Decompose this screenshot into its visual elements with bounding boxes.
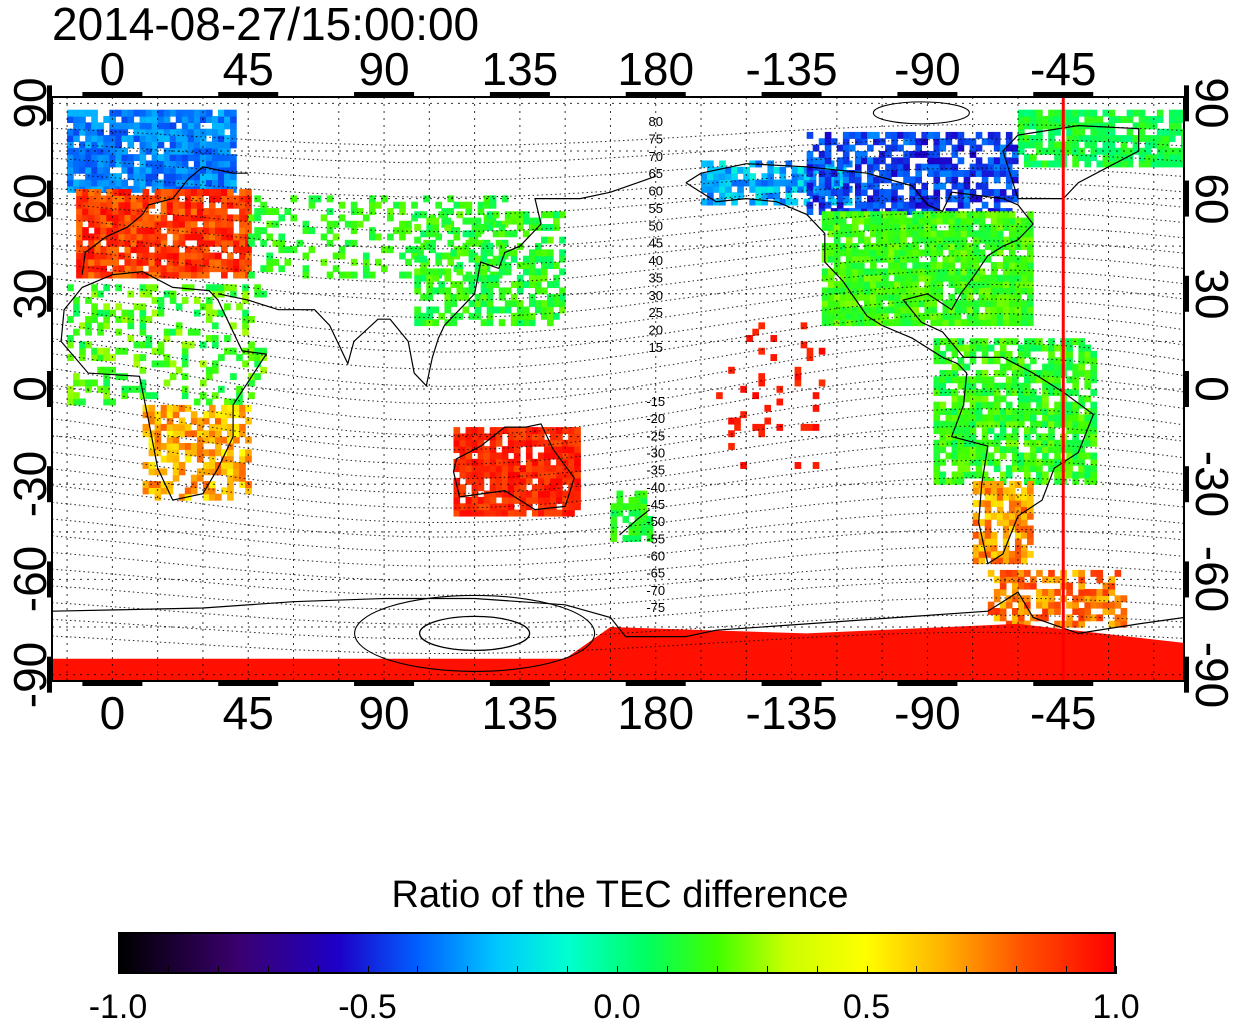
colorbar-minor-tick (866, 966, 868, 974)
bottom-lon-tick-label: 135 (481, 687, 559, 739)
bottom-lon-tick-label: -90 (894, 687, 961, 739)
top-lon-tick-label: 180 (617, 43, 695, 95)
tec-map: 80 75 70 65 60 55 50 45 40 35 30 25 20 15 -15 -20 -25 -30… (47, 85, 1189, 693)
maglat-label-south: -25 (646, 428, 665, 443)
left-lat-tick-label: 60 (4, 172, 56, 225)
bottom-lon-tick-label: -45 (1030, 687, 1097, 739)
bottom-lon-tick-label: -135 (745, 687, 838, 739)
left-lat-tick-label: -60 (4, 546, 56, 613)
maglat-label-north: 35 (648, 270, 662, 285)
colorbar-tick-label: 0.5 (842, 988, 891, 1026)
maglat-label-north: 30 (648, 288, 662, 303)
maglat-label-south: -40 (646, 480, 665, 495)
right-lat-tick-label: 0 (1186, 376, 1238, 402)
maglat-label-south: -60 (646, 549, 665, 564)
maglat-label-north: 20 (648, 323, 662, 338)
maglat-label-north: 65 (648, 166, 662, 181)
colorbar-minor-tick (517, 966, 519, 974)
maglat-label-north: 80 (648, 114, 662, 129)
colorbar-minor-tick (1066, 966, 1068, 974)
colorbar-minor-tick (567, 966, 569, 974)
maglat-label-south: -35 (646, 463, 665, 478)
left-lat-tick-label: 30 (4, 268, 56, 320)
colorbar-minor-tick (816, 966, 818, 974)
maglat-label-north: 75 (648, 131, 662, 146)
maglat-label-north: 40 (648, 253, 662, 268)
bottom-lon-tick-label: 90 (358, 687, 410, 739)
colorbar-minor-tick (467, 966, 469, 974)
magnetic-latitude-contours (52, 101, 1184, 672)
colorbar-minor-tick (417, 966, 419, 974)
colorbar-tick-label: -0.5 (338, 988, 397, 1026)
colorbar-minor-tick (118, 966, 119, 974)
colorbar-title: Ratio of the TEC difference (391, 874, 849, 916)
bottom-lon-tick-label: 0 (99, 687, 126, 739)
maglat-label-north: 60 (648, 184, 662, 199)
colorbar-minor-tick (167, 966, 169, 974)
colorbar-minor-tick (1116, 966, 1117, 974)
left-lat-tick-label: 0 (4, 376, 56, 402)
colorbar-tick-label: 0.0 (593, 988, 641, 1026)
right-lat-tick-label: 90 (1186, 77, 1238, 129)
top-lon-tick-label: 0 (99, 43, 126, 95)
bottom-lon-tick-label: 180 (617, 687, 695, 739)
right-lat-tick-label: 30 (1186, 268, 1238, 320)
maglat-label-south: -50 (646, 514, 665, 529)
top-lon-tick-label: -135 (745, 43, 838, 95)
colorbar-minor-tick (367, 966, 369, 974)
colorbar-minor-tick (317, 966, 319, 974)
colorbar-minor-tick (716, 966, 718, 974)
maglat-label-north: 45 (648, 236, 662, 251)
maglat-label-south: -65 (646, 566, 665, 581)
colorbar-tick-label: -1.0 (88, 988, 148, 1026)
colorbar-minor-tick (916, 966, 918, 974)
colorbar-minor-tick (1016, 966, 1018, 974)
right-lat-tick-label: -30 (1186, 450, 1238, 518)
colorbar-minor-tick (217, 966, 219, 974)
top-lon-tick-label: 45 (222, 43, 274, 95)
top-lon-tick-label: 135 (481, 43, 559, 95)
colorbar-tick-label: 1.0 (1092, 988, 1140, 1026)
colorbar-minor-tick (617, 966, 618, 974)
colorbar-minor-tick (766, 966, 768, 974)
maglat-label-south: -20 (646, 411, 665, 426)
maglat-label-south: -30 (646, 446, 665, 461)
magnetic-latitude-labels: 80 75 70 65 60 55 50 45 40 35 30 25 20 15 -15 -20 -25 -30… (646, 114, 665, 615)
colorbar-minor-tick (267, 966, 269, 974)
maglat-label-south: -75 (646, 600, 665, 615)
maglat-label-north: 70 (648, 149, 662, 164)
left-lat-tick-label: -90 (4, 641, 56, 708)
right-lat-tick-label: -60 (1186, 546, 1238, 613)
colorbar-minor-tick (666, 966, 668, 974)
right-lat-tick-label: -90 (1186, 641, 1238, 708)
maglat-label-north: 50 (648, 218, 662, 233)
bottom-lon-tick-label: 45 (222, 687, 274, 739)
top-lon-tick-label: -90 (894, 43, 961, 95)
left-lat-tick-label: 90 (4, 77, 56, 129)
right-lat-tick-label: 60 (1186, 172, 1238, 225)
maglat-label-south: -15 (646, 394, 665, 409)
map-timestamp-title: 2014-08-27/15:00:00 (52, 0, 480, 50)
maglat-label-south: -70 (646, 583, 665, 598)
maglat-label-south: -45 (646, 497, 665, 512)
maglat-label-north: 15 (648, 340, 662, 355)
maglat-label-north: 55 (648, 201, 662, 216)
maglat-label-south: -55 (646, 531, 665, 546)
axis-tick-marks (47, 85, 1189, 693)
coastline-layer (52, 124, 1184, 638)
colorbar-minor-tick (966, 966, 968, 974)
top-lon-tick-label: 90 (358, 43, 410, 95)
top-lon-tick-label: -45 (1030, 43, 1097, 95)
left-lat-tick-label: -30 (4, 450, 56, 518)
maglat-label-north: 25 (648, 305, 662, 320)
tec-data-layer (52, 109, 1184, 681)
